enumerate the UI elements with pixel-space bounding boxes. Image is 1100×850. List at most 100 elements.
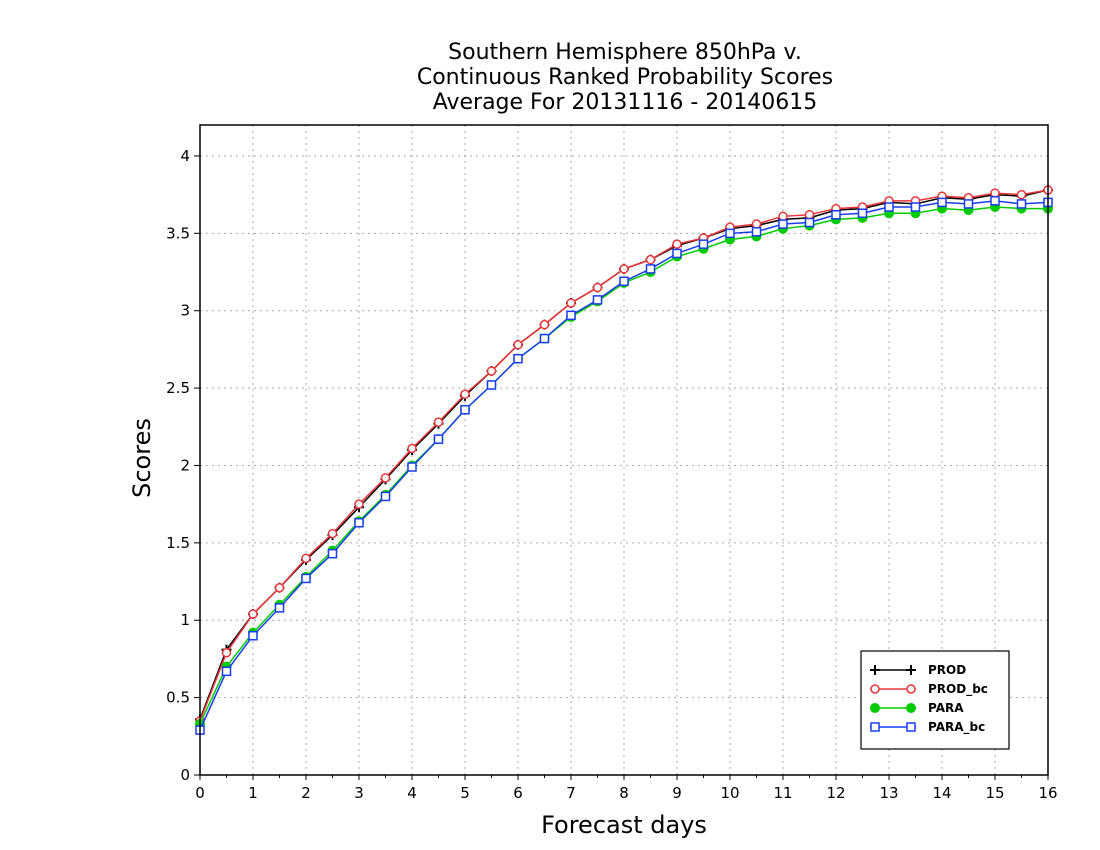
data-point-prod-bc <box>486 366 497 376</box>
data-point-para-bc <box>248 630 258 641</box>
data-point-para-bc <box>831 210 841 220</box>
x-tick-label: 2 <box>301 784 311 802</box>
data-point-prod-bc <box>301 553 311 564</box>
x-tick-label: 0 <box>195 784 205 802</box>
legend-entry-prod: PROD <box>870 663 966 677</box>
data-point-para-bc <box>433 434 444 444</box>
chart-title: Southern Hemisphere 850hPa v. Continuous… <box>417 40 833 115</box>
data-point-para-bc <box>301 573 311 584</box>
data-point-para-bc <box>592 295 603 305</box>
y-tick-label: 1 <box>180 611 190 629</box>
legend-entry-prod-bc: PROD_bc <box>870 682 988 697</box>
x-axis-label: Forecast days <box>541 811 707 839</box>
data-point-prod-bc <box>619 264 629 274</box>
title-line-2: Continuous Ranked Probability Scores <box>417 65 833 90</box>
legend-entry-para-bc: PARA_bc <box>870 720 985 735</box>
data-point-prod-bc <box>248 609 258 619</box>
legend-marker <box>906 684 916 694</box>
x-tick-label: 13 <box>879 784 898 802</box>
title-line-3: Average For 20131116 - 20140615 <box>433 90 818 115</box>
data-point-prod-bc <box>513 340 523 350</box>
legend-marker <box>870 665 880 675</box>
legend-marker <box>906 703 916 713</box>
data-point-para-bc <box>751 227 762 237</box>
y-tick-label: 3 <box>180 302 190 320</box>
data-point-prod-bc <box>1016 189 1027 200</box>
y-tick-label: 0.5 <box>166 689 190 707</box>
title-line-1: Southern Hemisphere 850hPa v. <box>448 40 802 65</box>
data-point-prod-bc <box>460 389 470 400</box>
y-axis-label: Scores <box>128 418 156 498</box>
x-tick-label: 11 <box>773 784 792 802</box>
data-point-prod-bc <box>221 647 232 658</box>
y-tick-label: 4 <box>180 147 190 165</box>
tick-labels: 0 1 2 3 4 5 6 7 8 9 10 11 12 13 14 15 1600.511.522.533.5… <box>166 147 1057 802</box>
legend-box <box>860 650 1010 750</box>
y-tick-label: 0 <box>180 766 190 784</box>
data-point-para-bc <box>990 196 1000 206</box>
x-tick-label: 6 <box>513 784 523 802</box>
data-point-prod-bc <box>539 319 550 330</box>
data-point-para-bc <box>380 491 391 502</box>
y-tick-label: 2 <box>180 456 190 474</box>
x-tick-label: 15 <box>985 784 1004 802</box>
data-point-prod-bc <box>592 282 603 293</box>
x-tick-label: 10 <box>720 784 739 802</box>
series-layer <box>195 185 1053 735</box>
legend-label: PROD_bc <box>928 682 988 697</box>
data-point-para-bc <box>539 333 550 344</box>
legend-label: PARA_bc <box>928 720 985 735</box>
series-para-bc <box>195 196 1053 735</box>
data-point-prod-bc <box>327 528 338 539</box>
series-prod-bc <box>195 185 1053 726</box>
data-point-para-bc <box>619 276 629 287</box>
data-point-para-bc <box>963 199 974 209</box>
y-tick-label: 1.5 <box>166 534 190 552</box>
data-point-para-bc <box>937 197 947 208</box>
legend-label: PARA <box>928 701 964 715</box>
data-point-para-bc <box>513 353 523 364</box>
data-point-prod-bc <box>566 298 576 308</box>
legend: PROD PROD_bc PARA PARA_bc <box>860 650 1010 750</box>
y-tick-label: 2.5 <box>166 379 190 397</box>
legend-entry-para: PARA <box>870 701 964 715</box>
data-point-para-bc <box>725 228 735 239</box>
y-tick-label: 3.5 <box>166 224 190 242</box>
legend-marker <box>906 722 916 732</box>
x-tick-label: 14 <box>932 784 951 802</box>
data-point-prod-bc <box>407 443 417 454</box>
legend-marker <box>906 665 916 675</box>
data-point-para-bc <box>407 462 417 472</box>
data-point-prod-bc <box>990 188 1000 198</box>
x-tick-label: 4 <box>407 784 417 802</box>
data-point-para-bc <box>566 310 576 321</box>
data-point-para-bc <box>221 666 232 677</box>
data-point-para-bc <box>804 217 815 228</box>
x-tick-label: 1 <box>248 784 258 802</box>
x-tick-label: 8 <box>619 784 629 802</box>
data-point-para-bc <box>486 380 497 390</box>
x-tick-label: 5 <box>460 784 470 802</box>
data-point-para-bc <box>884 202 894 212</box>
data-point-para-bc <box>910 202 921 212</box>
data-point-para-bc <box>460 405 470 415</box>
data-point-para-bc <box>645 264 656 274</box>
data-point-prod-bc <box>354 499 364 509</box>
x-tick-label: 7 <box>566 784 576 802</box>
x-tick-label: 16 <box>1038 784 1057 802</box>
data-point-para-bc <box>778 219 788 229</box>
legend-label: PROD <box>928 663 966 677</box>
data-point-prod-bc <box>274 582 285 593</box>
data-point-prod-bc <box>778 211 788 222</box>
data-point-para-bc <box>327 548 338 559</box>
data-point-para-bc <box>274 603 285 613</box>
x-tick-label: 3 <box>354 784 364 802</box>
data-point-para-bc <box>857 208 868 218</box>
legend-marker <box>870 722 880 732</box>
data-point-prod-bc <box>804 210 815 220</box>
data-point-prod-bc <box>672 239 682 249</box>
data-point-prod-bc <box>433 417 444 427</box>
data-point-para-bc <box>672 248 682 259</box>
